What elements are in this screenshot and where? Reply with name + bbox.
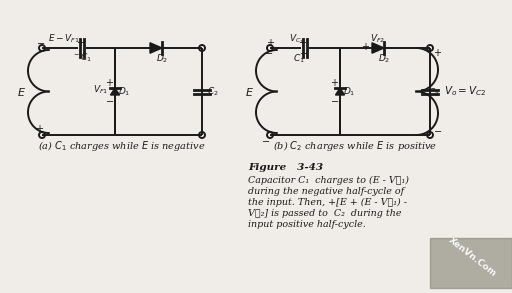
Text: V₟₂] is passed to  C₂  during the: V₟₂] is passed to C₂ during the <box>248 209 401 218</box>
Text: $+$: $+$ <box>76 38 86 49</box>
Polygon shape <box>111 88 119 95</box>
Text: $C_2$: $C_2$ <box>207 85 219 98</box>
Text: $^-C_1$: $^-C_1$ <box>72 52 92 64</box>
Text: $-$: $-$ <box>105 96 115 105</box>
Text: $+$: $+$ <box>330 77 339 88</box>
Text: $+$: $+$ <box>433 47 442 57</box>
Text: $C_2$: $C_2$ <box>428 86 440 99</box>
Polygon shape <box>372 43 384 53</box>
Text: $V_{C_1}$: $V_{C_1}$ <box>289 32 304 46</box>
Text: $+$: $+$ <box>298 38 308 49</box>
Polygon shape <box>335 88 345 95</box>
Text: (b) $C_2$ charges while $E$ is positive: (b) $C_2$ charges while $E$ is positive <box>273 139 437 153</box>
Text: XenVn.Com: XenVn.Com <box>446 236 498 279</box>
Text: $+$: $+$ <box>105 77 115 88</box>
Polygon shape <box>430 238 512 288</box>
Text: input positive half-cycle.: input positive half-cycle. <box>248 220 366 229</box>
Text: Figure   3-43: Figure 3-43 <box>248 163 323 172</box>
Text: $+$: $+$ <box>266 38 275 49</box>
Text: Capacitor C₁  charges to (E - V₟₁): Capacitor C₁ charges to (E - V₟₁) <box>248 176 409 185</box>
Text: $-$: $-$ <box>264 47 273 57</box>
Text: $C_1$: $C_1$ <box>293 53 305 65</box>
Text: $D_2$: $D_2$ <box>378 53 390 65</box>
Text: $+$: $+$ <box>361 40 371 52</box>
Text: $E$: $E$ <box>245 86 254 98</box>
Text: during the negative half-cycle of: during the negative half-cycle of <box>248 187 404 196</box>
Text: the input. Then, +[E + (E - V₟₁) -: the input. Then, +[E + (E - V₟₁) - <box>248 198 407 207</box>
Text: $-$: $-$ <box>300 49 309 57</box>
Text: $E$: $E$ <box>17 86 27 98</box>
Text: $D_1$: $D_1$ <box>118 85 131 98</box>
Text: (a) $C_1$ charges while $E$ is negative: (a) $C_1$ charges while $E$ is negative <box>38 139 206 153</box>
Text: $-$: $-$ <box>381 42 391 50</box>
Text: $V_{F2}$: $V_{F2}$ <box>370 33 385 45</box>
Text: $-$: $-$ <box>330 96 339 105</box>
Text: XenVn.Com: XenVn.Com <box>446 236 498 279</box>
Text: $E - V_{F1}$: $E - V_{F1}$ <box>48 33 80 45</box>
Text: $D_1$: $D_1$ <box>343 85 355 98</box>
Text: $-$: $-$ <box>36 38 46 47</box>
Text: $V_o = V_{C2}$: $V_o = V_{C2}$ <box>444 85 486 98</box>
Text: $-$: $-$ <box>433 125 442 134</box>
Text: $+$: $+$ <box>35 122 45 134</box>
Text: $V_{F1}$: $V_{F1}$ <box>93 83 108 96</box>
Polygon shape <box>150 43 162 53</box>
Text: $D_2$: $D_2$ <box>156 53 168 65</box>
Text: $-$: $-$ <box>262 137 270 146</box>
